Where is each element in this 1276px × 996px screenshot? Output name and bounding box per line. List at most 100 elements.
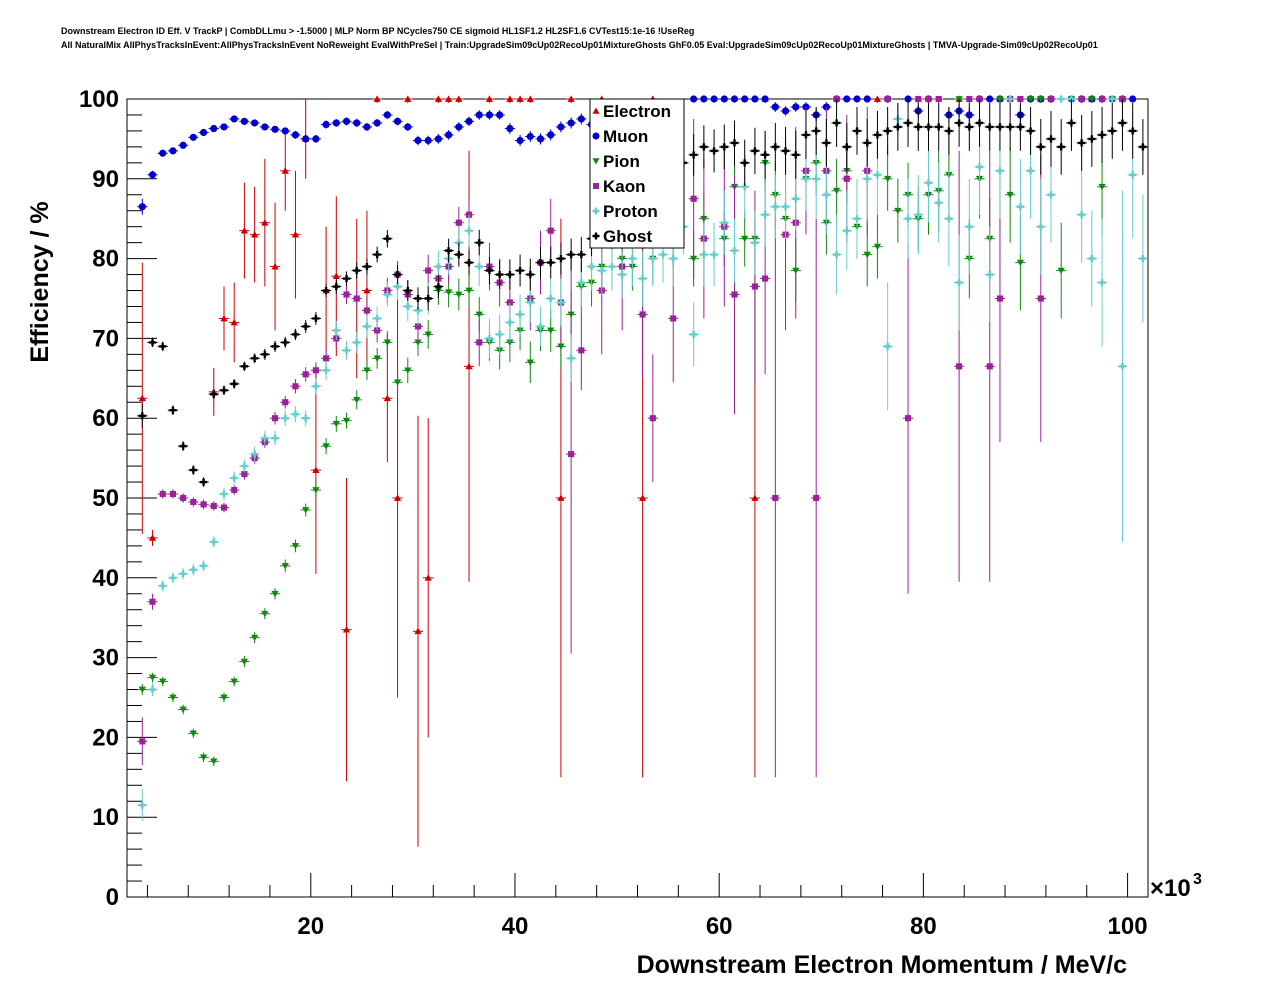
data-point (434, 262, 443, 271)
data-point (302, 322, 310, 331)
legend-entry-proton: Proton (592, 202, 658, 221)
data-point (159, 342, 167, 350)
data-point (812, 127, 820, 135)
data-point (863, 95, 871, 103)
data-point (547, 294, 555, 303)
data-point (353, 119, 361, 127)
data-point (230, 380, 238, 388)
data-point (592, 207, 600, 215)
legend-box (589, 98, 685, 249)
data-point (1016, 259, 1024, 267)
data-point (1129, 127, 1137, 135)
data-point (761, 151, 769, 159)
data-point (404, 286, 412, 295)
data-point (485, 111, 494, 119)
data-point (445, 247, 453, 255)
data-point (200, 501, 207, 508)
data-point (291, 543, 300, 550)
data-point (414, 136, 422, 145)
data-point (577, 115, 585, 123)
data-point (1047, 95, 1055, 103)
data-point (843, 175, 850, 182)
data-point (863, 251, 871, 259)
data-point (148, 171, 157, 179)
data-point (720, 143, 728, 151)
data-point (220, 386, 228, 394)
data-point (332, 272, 340, 280)
data-point (526, 359, 534, 366)
data-point (455, 95, 463, 102)
data-point (445, 95, 453, 102)
data-point (393, 379, 402, 386)
data-point (955, 278, 963, 287)
data-point (557, 343, 565, 350)
data-point (1026, 127, 1035, 135)
x-multiplier: ×10 (1150, 875, 1191, 902)
data-point (393, 494, 402, 501)
data-point (159, 149, 167, 157)
data-point (567, 119, 575, 127)
data-point (914, 123, 922, 131)
data-point (751, 95, 759, 103)
data-point (363, 262, 371, 271)
data-point (312, 135, 320, 143)
data-point (322, 366, 330, 374)
data-point (593, 183, 599, 189)
data-point (373, 95, 381, 102)
data-point (199, 754, 208, 761)
data-point (924, 123, 933, 131)
data-point (139, 738, 146, 745)
data-point (1017, 95, 1024, 103)
legend-label: Kaon (603, 177, 646, 196)
data-point (904, 119, 912, 127)
data-point (986, 95, 994, 103)
data-point (281, 167, 289, 174)
data-point (1078, 139, 1086, 147)
data-point (1006, 191, 1014, 199)
data-point (148, 674, 157, 682)
data-point (476, 339, 483, 346)
data-point (592, 107, 600, 114)
data-point (577, 278, 585, 287)
header-line-1: Downstream Electron ID Eff. V TrackP | C… (61, 26, 695, 36)
data-point (853, 127, 861, 135)
data-point (608, 262, 616, 271)
data-point (914, 211, 922, 219)
data-point (568, 451, 575, 458)
data-point (230, 474, 238, 482)
data-point (169, 147, 177, 155)
legend-entry-electron: Electron (592, 102, 671, 121)
data-point (751, 283, 758, 290)
data-point (730, 247, 739, 255)
data-point (251, 450, 259, 458)
data-point (475, 111, 483, 119)
data-point (567, 354, 575, 362)
data-point (271, 125, 279, 133)
data-point (363, 367, 371, 374)
data-point (231, 486, 238, 494)
legend-entry-muon: Muon (592, 127, 648, 146)
x-tick-label: 20 (297, 913, 324, 940)
data-point (986, 363, 993, 370)
data-point (373, 119, 381, 127)
data-point (506, 95, 514, 102)
data-point (240, 658, 249, 666)
data-point (434, 95, 443, 102)
legend-entry-pion: Pion (592, 152, 640, 171)
data-point (884, 342, 892, 350)
data-point (832, 251, 841, 259)
data-point (342, 346, 351, 354)
data-point (210, 538, 218, 546)
data-point (670, 315, 677, 322)
series-layer (137, 95, 1148, 847)
data-point (404, 302, 412, 311)
legend-entry-kaon: Kaon (593, 177, 646, 196)
data-point (986, 123, 994, 131)
data-point (332, 326, 340, 335)
legend-label: Ghost (603, 227, 652, 246)
data-point (138, 203, 146, 211)
data-point (465, 258, 473, 267)
data-point (342, 274, 351, 283)
data-point (1016, 203, 1024, 211)
